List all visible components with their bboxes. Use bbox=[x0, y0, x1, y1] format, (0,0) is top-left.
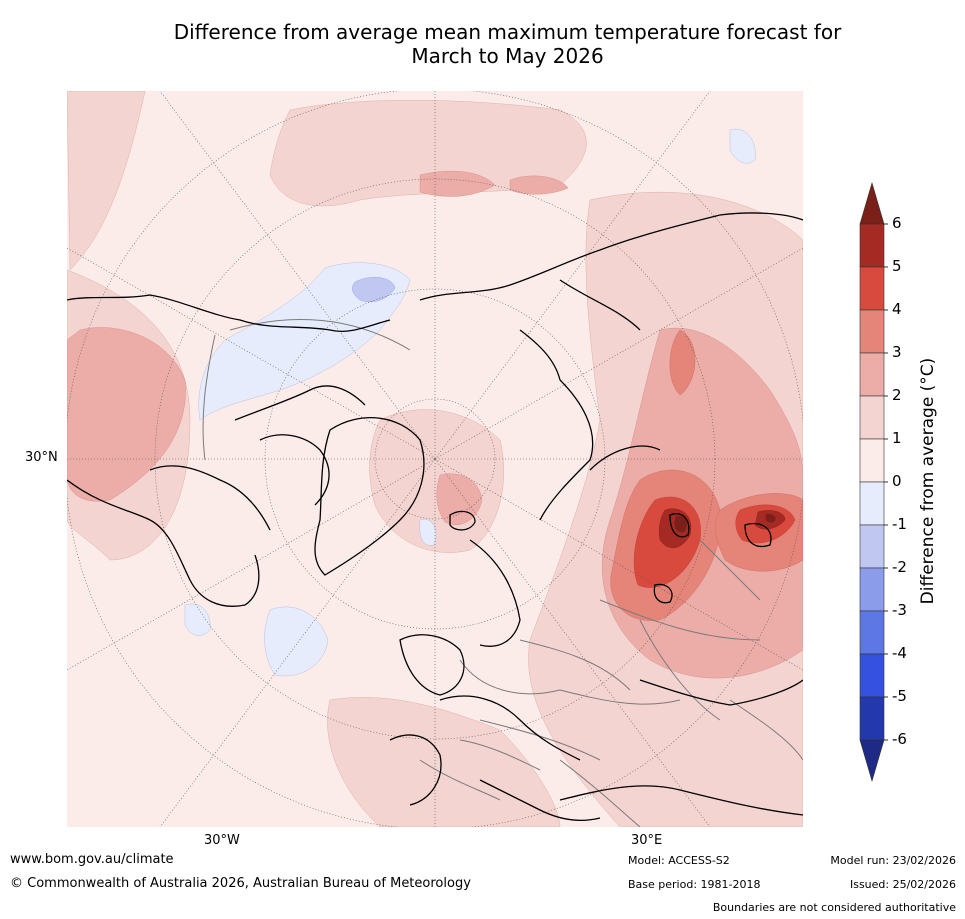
colorbar-segment-2to3 bbox=[859, 352, 885, 397]
colorbar-tick: 1 bbox=[892, 429, 902, 447]
colorbar-extend-under bbox=[859, 739, 885, 783]
map-area bbox=[67, 91, 803, 827]
colorbar-tick: -2 bbox=[892, 558, 907, 576]
colorbar-extend-over bbox=[859, 181, 885, 225]
issued-text: Issued: 25/02/2026 bbox=[849, 878, 956, 891]
colorbar-segment-5to6 bbox=[859, 223, 885, 268]
model-run-text: Model run: 23/02/2026 bbox=[830, 854, 956, 867]
colorbar bbox=[859, 181, 888, 783]
anomaly-region-over6 bbox=[674, 513, 776, 533]
colorbar-tick: 5 bbox=[892, 257, 902, 275]
map-title: Difference from average mean maximum tem… bbox=[0, 20, 965, 68]
colorbar-tick: 2 bbox=[892, 386, 902, 404]
model-text: Model: ACCESS-S2 bbox=[628, 854, 730, 867]
website-link[interactable]: www.bom.gov.au/climate bbox=[10, 852, 174, 867]
anomaly-region-m1to0 bbox=[184, 128, 756, 677]
colorbar-tick: -6 bbox=[892, 730, 907, 748]
colorbar-tick: -5 bbox=[892, 687, 907, 705]
disclaimer-text: Boundaries are not considered authoritat… bbox=[712, 901, 956, 914]
colorbar-segment-m1to0 bbox=[859, 481, 885, 526]
map-title-line-1: Difference from average mean maximum tem… bbox=[173, 20, 842, 44]
copyright-text: © Commonwealth of Australia 2026, Austra… bbox=[10, 876, 471, 891]
colorbar-segment-0to1 bbox=[859, 438, 885, 483]
colorbar-tick: -3 bbox=[892, 601, 907, 619]
colorbar-segment-m6tom5 bbox=[859, 696, 885, 741]
base-period-text: Base period: 1981-2018 bbox=[628, 878, 761, 891]
colorbar-tick: 0 bbox=[892, 472, 902, 490]
colorbar-segment-m4tom3 bbox=[859, 610, 885, 655]
graticule bbox=[67, 91, 803, 827]
longitude-label-30e: 30°E bbox=[631, 833, 663, 848]
colorbar-segment-4to5 bbox=[859, 266, 885, 311]
colorbar-tick: -1 bbox=[892, 515, 907, 533]
colorbar-segment-m5tom4 bbox=[859, 653, 885, 698]
colorbar-segment-m2tom1 bbox=[859, 524, 885, 569]
map-title-line-2: March to May 2026 bbox=[411, 44, 604, 68]
coastlines bbox=[67, 212, 803, 821]
colorbar-segment-m3tom2 bbox=[859, 567, 885, 612]
colorbar-tick: 3 bbox=[892, 343, 902, 361]
colorbar-segment-1to2 bbox=[859, 395, 885, 440]
anomaly-region-m2tom1 bbox=[352, 277, 396, 303]
colorbar-tick: 6 bbox=[892, 214, 902, 232]
longitude-label-30w: 30°W bbox=[204, 833, 240, 848]
colorbar-tick: 4 bbox=[892, 300, 902, 318]
colorbar-title: Difference from average (°C) bbox=[918, 357, 938, 605]
latitude-label-30n: 30°N bbox=[25, 450, 58, 465]
colorbar-segment-3to4 bbox=[859, 309, 885, 354]
colorbar-tick: -4 bbox=[892, 644, 907, 662]
